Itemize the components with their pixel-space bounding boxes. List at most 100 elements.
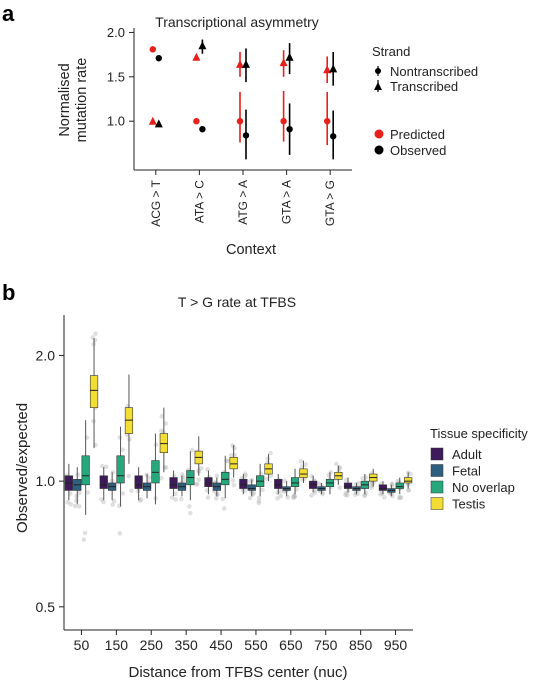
outlier-point bbox=[187, 504, 192, 509]
outlier-point bbox=[258, 471, 264, 476]
outlier-point bbox=[146, 475, 152, 481]
box-no-overlap bbox=[221, 471, 230, 486]
panel-b-points bbox=[64, 331, 413, 542]
panel-a-letter: a bbox=[2, 1, 15, 26]
legend-label: Fetal bbox=[452, 464, 481, 479]
x-tick-label: ACG > T bbox=[149, 179, 163, 226]
outlier-point bbox=[228, 452, 234, 458]
box-fetal bbox=[247, 484, 256, 491]
point-observed bbox=[242, 132, 250, 139]
outlier-point bbox=[76, 504, 82, 509]
outlier-point bbox=[81, 537, 87, 542]
outlier-point bbox=[74, 494, 79, 499]
outlier-point bbox=[260, 487, 265, 493]
strand-legend-label: Transcribed bbox=[390, 79, 458, 94]
outlier-point bbox=[319, 490, 325, 495]
strand-legend-item-transcribed: Transcribed bbox=[374, 79, 458, 94]
outlier-point bbox=[362, 493, 367, 498]
outlier-point bbox=[126, 473, 131, 479]
outlier-point bbox=[75, 472, 81, 477]
outlier-point bbox=[173, 491, 178, 497]
panel-b-boxes bbox=[64, 338, 413, 515]
outlier-point bbox=[117, 435, 123, 440]
y-tick-label: 2.0 bbox=[107, 25, 125, 40]
outlier-point bbox=[92, 337, 98, 343]
outlier-point bbox=[256, 498, 262, 504]
outlier-point bbox=[214, 473, 220, 479]
x-tick-label: 50 bbox=[74, 637, 90, 653]
box-adult bbox=[169, 477, 178, 489]
x-tick-label: 250 bbox=[140, 637, 164, 653]
y-tick-label: 0.5 bbox=[36, 599, 56, 615]
outlier-point bbox=[303, 462, 309, 467]
type-legend-item-observed: Observed bbox=[374, 143, 446, 158]
point-observed bbox=[330, 133, 337, 140]
outlier-point bbox=[189, 447, 195, 453]
point-observed bbox=[155, 54, 162, 62]
outlier-point bbox=[93, 331, 98, 336]
outlier-point bbox=[110, 502, 115, 507]
box-no-overlap bbox=[290, 477, 300, 487]
outlier-point bbox=[196, 477, 202, 483]
strand-legend-label: Nontranscribed bbox=[390, 64, 478, 79]
outlier-point bbox=[205, 495, 211, 500]
outlier-point bbox=[345, 493, 350, 498]
outlier-point bbox=[275, 490, 281, 495]
type-legend-label: Predicted bbox=[390, 127, 445, 142]
point-predicted bbox=[149, 46, 156, 53]
x-tick-label: 650 bbox=[279, 637, 303, 653]
box-adult bbox=[204, 477, 213, 487]
x-tick-label: 450 bbox=[209, 637, 233, 653]
box-adult bbox=[99, 475, 108, 489]
outlier-point bbox=[103, 464, 109, 470]
outlier-point bbox=[173, 497, 178, 502]
outlier-point bbox=[85, 490, 91, 495]
outlier-point bbox=[159, 414, 165, 419]
outlier-point bbox=[278, 493, 284, 499]
outlier-point bbox=[408, 471, 413, 477]
point-predicted bbox=[192, 52, 201, 61]
ylabel-line: mutation rate bbox=[74, 58, 90, 143]
point-predicted bbox=[236, 117, 244, 125]
outlier-point bbox=[73, 498, 79, 503]
panel-a-title: Transcriptional asymmetry bbox=[155, 14, 319, 30]
outlier-point bbox=[256, 495, 262, 501]
outlier-point bbox=[362, 493, 368, 498]
tissue-legend-title: Tissue specificity bbox=[430, 426, 528, 441]
outlier-point bbox=[77, 490, 82, 496]
y-tick-label: 1.5 bbox=[107, 69, 125, 84]
outlier-point bbox=[135, 489, 141, 494]
box-testis bbox=[229, 457, 238, 470]
outlier-point bbox=[247, 495, 253, 501]
outlier-point bbox=[120, 447, 125, 453]
outlier-point bbox=[251, 490, 257, 496]
outlier-point bbox=[275, 496, 280, 501]
legend-swatch-fetal bbox=[430, 464, 444, 477]
outlier-point bbox=[198, 466, 204, 471]
outlier-point bbox=[82, 530, 88, 536]
x-tick-label: ATG > A bbox=[236, 180, 250, 225]
outlier-point bbox=[398, 495, 404, 500]
outlier-point bbox=[220, 496, 226, 502]
point-observed bbox=[199, 125, 206, 133]
outlier-point bbox=[381, 494, 387, 500]
triangle-marker-icon bbox=[374, 82, 382, 90]
outlier-point bbox=[316, 481, 322, 486]
box-testis bbox=[299, 468, 308, 478]
outlier-point bbox=[389, 481, 395, 487]
outlier-point bbox=[138, 497, 144, 502]
outlier-point bbox=[163, 421, 168, 426]
outlier-point bbox=[110, 470, 116, 475]
point-observed bbox=[154, 119, 163, 128]
ylabel-line: Normalised bbox=[57, 63, 73, 136]
outlier-point bbox=[356, 480, 361, 486]
outlier-point bbox=[179, 472, 185, 477]
point-observed bbox=[329, 64, 338, 73]
type-legend-label: Observed bbox=[390, 143, 446, 158]
outlier-point bbox=[169, 495, 175, 500]
box-adult bbox=[343, 482, 353, 489]
legend-swatch-adult bbox=[430, 447, 444, 461]
outlier-point bbox=[343, 492, 348, 498]
outlier-point bbox=[159, 428, 164, 434]
